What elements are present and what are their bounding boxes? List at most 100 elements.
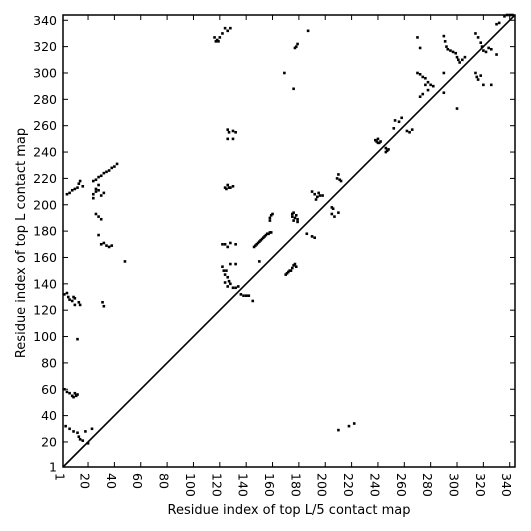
- contact-point-upper: [503, 15, 506, 18]
- contact-point-upper: [424, 76, 427, 80]
- contact-point-upper: [505, 13, 509, 17]
- contact-point-upper: [268, 219, 272, 222]
- contact-point-upper: [314, 198, 318, 201]
- contact-point-upper: [426, 88, 430, 92]
- x-tick-label: 340: [499, 473, 514, 497]
- contact-point-upper: [292, 211, 295, 214]
- contact-point-lower: [86, 441, 90, 445]
- x-tick-label: 260: [394, 473, 409, 497]
- contact-point-lower: [76, 337, 79, 341]
- contact-point-upper: [374, 138, 377, 142]
- contact-point-upper: [267, 232, 270, 236]
- contact-point-upper: [384, 150, 388, 154]
- contact-point-lower: [81, 185, 85, 188]
- contact-point-lower: [226, 275, 230, 279]
- contact-point-upper: [231, 129, 235, 133]
- contact-point-lower: [70, 394, 74, 398]
- contact-point-lower: [247, 294, 251, 297]
- contact-point-upper: [482, 49, 485, 52]
- contact-point-upper: [226, 29, 230, 33]
- x-tick-label: 300: [447, 473, 462, 497]
- contact-point-lower: [107, 245, 111, 249]
- contact-point-upper: [375, 140, 378, 143]
- contact-point-upper: [264, 233, 268, 237]
- contact-point-upper: [339, 179, 343, 183]
- contact-point-upper: [424, 83, 427, 87]
- contact-point-upper: [290, 266, 294, 270]
- contact-point-upper: [293, 216, 297, 220]
- contact-point-lower: [94, 187, 98, 191]
- contact-point-lower: [221, 242, 224, 246]
- contact-point-lower: [99, 194, 103, 197]
- contact-point-upper: [256, 241, 260, 245]
- contact-point-lower: [78, 179, 82, 183]
- y-tick-label: 300: [33, 65, 57, 80]
- x-tick-label: 60: [130, 473, 145, 489]
- contact-point-upper: [234, 130, 237, 134]
- contact-point-upper: [385, 149, 389, 153]
- x-tick-label: 220: [341, 473, 356, 497]
- contact-point-lower: [65, 192, 69, 196]
- contact-point-upper: [231, 185, 235, 188]
- contact-point-lower: [73, 303, 77, 307]
- y-tick-label: 240: [33, 145, 57, 160]
- contact-point-upper: [489, 83, 493, 87]
- contact-point-upper: [296, 217, 299, 221]
- diagonal-line: [62, 14, 516, 468]
- x-tick-label: 20: [78, 473, 93, 489]
- contact-point-upper: [226, 128, 230, 131]
- contact-point-upper: [330, 206, 334, 209]
- contact-point-lower: [105, 170, 108, 174]
- contact-point-upper: [296, 220, 299, 224]
- contact-point-lower: [77, 435, 81, 438]
- contact-point-lower: [65, 390, 69, 394]
- contact-point-lower: [73, 297, 77, 300]
- contact-point-lower: [66, 295, 70, 299]
- contact-point-upper: [455, 107, 459, 110]
- plot-area: [62, 13, 516, 468]
- contact-point-upper: [225, 187, 228, 191]
- y-tick-label: 180: [33, 224, 57, 239]
- contact-point-upper: [392, 127, 396, 130]
- contact-point-upper: [316, 195, 319, 199]
- contact-point-lower: [76, 431, 79, 435]
- contact-point-lower: [94, 212, 98, 216]
- contact-point-upper: [431, 84, 435, 88]
- contact-point-upper: [269, 231, 273, 234]
- contact-point-upper: [476, 78, 480, 81]
- y-axis-label: Residue index of top L contact map: [14, 128, 29, 358]
- contact-point-lower: [68, 191, 71, 195]
- contact-point-lower: [77, 182, 81, 185]
- contact-point-upper: [294, 45, 298, 48]
- contact-point-upper: [338, 178, 342, 182]
- x-tick-label: 280: [420, 473, 435, 497]
- contact-point-lower: [229, 282, 232, 286]
- contact-point-lower: [99, 217, 103, 221]
- x-tick-label: 160: [262, 473, 277, 497]
- contact-point-upper: [418, 73, 422, 76]
- contact-point-upper: [294, 265, 298, 268]
- contact-point-upper: [400, 116, 403, 120]
- y-tick-label: 20: [41, 434, 57, 449]
- contact-point-upper: [288, 269, 291, 272]
- contact-point-upper: [284, 273, 288, 276]
- x-tick-label: 180: [288, 473, 303, 497]
- y-tick-label: 120: [33, 303, 57, 318]
- contact-point-upper: [479, 41, 483, 44]
- contact-point-upper: [333, 215, 336, 218]
- contact-point-upper: [397, 120, 401, 124]
- contact-point-upper: [446, 47, 450, 51]
- contact-point-lower: [97, 188, 100, 192]
- contact-point-upper: [463, 55, 467, 59]
- contact-point-upper: [426, 80, 430, 84]
- contact-point-lower: [90, 427, 94, 431]
- contact-point-upper: [421, 75, 425, 79]
- contact-point-lower: [229, 262, 232, 266]
- contact-point-lower: [105, 244, 108, 247]
- y-tick-label: 160: [33, 250, 57, 265]
- y-tick-label: 340: [33, 13, 57, 28]
- contact-point-lower: [244, 294, 248, 297]
- contact-point-upper: [410, 128, 414, 131]
- contact-point-lower: [78, 438, 82, 441]
- contact-point-upper: [460, 58, 464, 62]
